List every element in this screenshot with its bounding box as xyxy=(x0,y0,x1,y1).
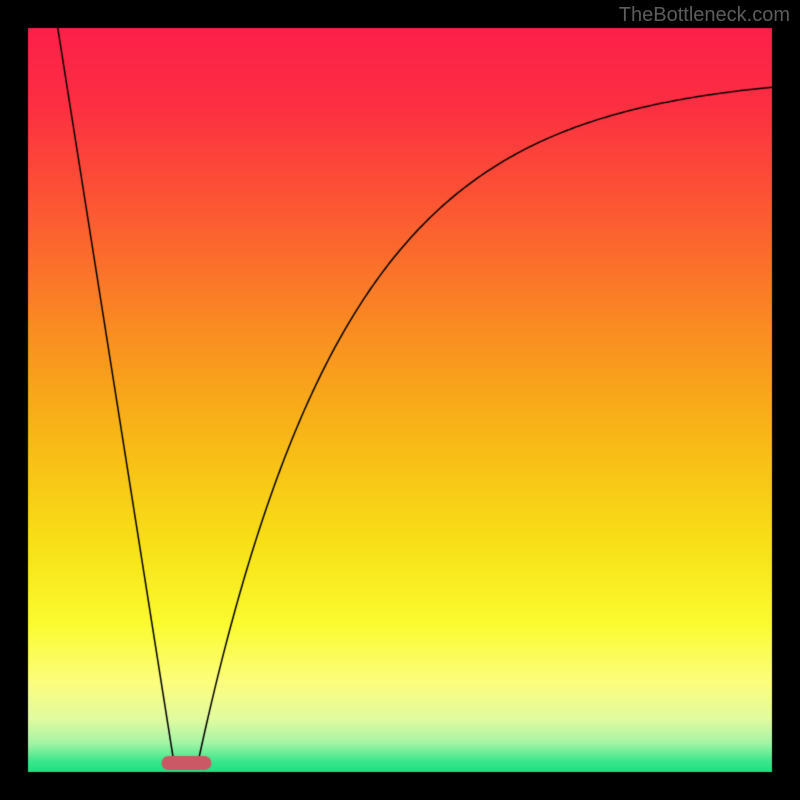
chart-container: TheBottleneck.com xyxy=(0,0,800,800)
watermark-text: TheBottleneck.com xyxy=(619,4,790,27)
bottleneck-chart-canvas xyxy=(0,0,800,800)
